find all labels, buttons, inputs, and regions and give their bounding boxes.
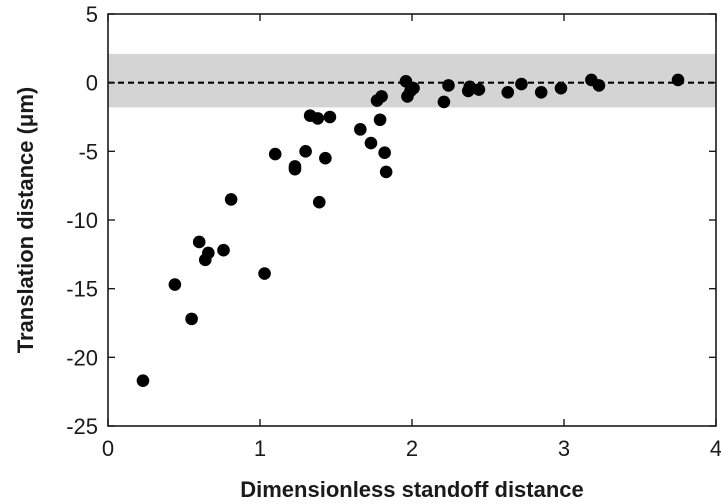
- data-point: [592, 79, 606, 92]
- y-tick-label: 0: [86, 71, 98, 96]
- data-point: [354, 123, 367, 136]
- data-points: [136, 73, 685, 387]
- x-tick-label: 3: [558, 436, 570, 461]
- y-tick-label: -15: [66, 277, 98, 302]
- x-tick-label: 0: [102, 436, 114, 461]
- data-point: [364, 136, 378, 150]
- data-point: [437, 95, 451, 109]
- y-tick-label: 5: [86, 2, 98, 27]
- data-point: [258, 267, 271, 280]
- data-point: [378, 146, 391, 160]
- x-axis-title: Dimensionless standoff distance: [240, 477, 584, 502]
- data-point: [554, 81, 568, 95]
- y-tick-label: -5: [78, 139, 98, 164]
- data-point: [319, 151, 332, 165]
- data-point: [136, 374, 150, 387]
- x-axis-ticks: 0 1 2 3 4: [102, 14, 721, 461]
- data-point: [373, 113, 387, 127]
- data-point: [312, 195, 326, 209]
- data-point: [501, 85, 515, 99]
- data-point: [472, 83, 486, 96]
- data-point: [311, 112, 325, 125]
- data-point: [185, 312, 198, 326]
- data-point: [192, 235, 206, 249]
- data-point: [534, 85, 548, 99]
- data-point: [217, 243, 230, 257]
- data-point: [379, 165, 393, 179]
- data-point: [671, 73, 685, 87]
- x-tick-label: 2: [406, 436, 418, 461]
- data-point: [407, 81, 420, 95]
- x-tick-label: 4: [710, 436, 721, 461]
- data-point: [268, 147, 282, 161]
- data-point: [375, 90, 388, 103]
- y-axis-title: Translation distance (μm): [13, 87, 38, 354]
- data-point: [288, 162, 302, 176]
- data-point: [224, 193, 238, 206]
- data-point: [299, 145, 312, 158]
- data-point: [323, 110, 337, 124]
- data-point: [515, 77, 528, 91]
- x-tick-label: 1: [254, 436, 266, 461]
- data-point: [202, 246, 215, 260]
- data-point: [442, 79, 455, 92]
- y-tick-label: -25: [66, 414, 98, 439]
- y-tick-label: -20: [66, 345, 98, 370]
- data-point: [168, 278, 182, 291]
- y-axis-ticks: 5 0 -5 -10 -15 -20 -25: [66, 2, 716, 439]
- y-tick-label: -10: [66, 208, 98, 233]
